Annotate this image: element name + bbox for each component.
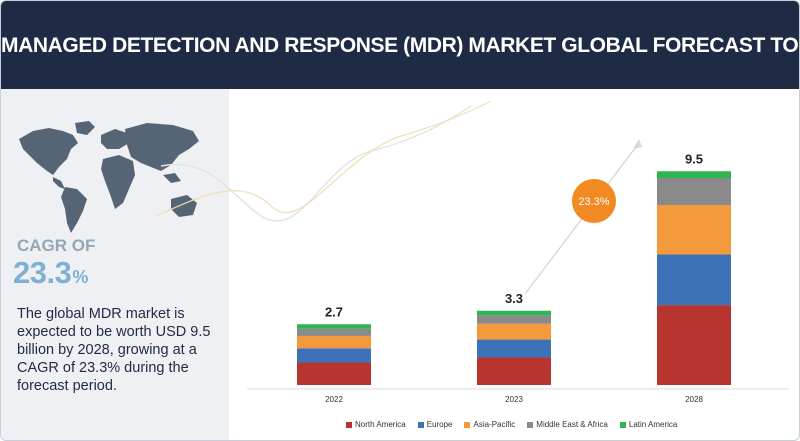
legend-swatch [527, 421, 534, 428]
cagr-label: CAGR OF [17, 236, 96, 255]
x-tick-label-2022: 2022 [325, 395, 343, 404]
bar-segment-2022-europe [297, 348, 371, 363]
legend-item-north-america: North America [346, 420, 406, 429]
bar-segment-2023-europe [477, 339, 551, 358]
legend-label: Asia-Pacific [473, 420, 516, 429]
legend-label: Latin America [628, 420, 678, 429]
x-tick-label-2028: 2028 [685, 395, 703, 404]
bar-segment-2023-north-america [477, 357, 551, 385]
europe-shape [101, 129, 129, 149]
legend-label: North America [355, 420, 406, 429]
cagr-value: 23.3 [13, 255, 72, 290]
legend-swatch [346, 421, 352, 428]
total-label-2023: 3.3 [505, 291, 523, 306]
bar-segment-2023-middle-east-africa [477, 315, 551, 324]
cagr-unit: % [72, 267, 88, 287]
total-label-2022: 2.7 [325, 304, 343, 319]
decorative-swirl [155, 100, 492, 222]
legend-item-latin-america: Latin America [619, 420, 678, 429]
africa-shape [101, 155, 135, 209]
legend-item-europe: Europe [417, 420, 453, 429]
legend-swatch [464, 421, 471, 428]
growth-badge-label: 23.3% [578, 196, 609, 208]
stacked-bar-chart: 2.7 2022 3.3 2023 9.5 2028 23.3% [247, 139, 789, 404]
legend-swatch [417, 421, 424, 428]
central-america-shape [53, 177, 65, 189]
asia-shape [125, 123, 199, 171]
bar-segment-2028-europe [657, 254, 731, 306]
cagr-value-block: 23.3% [13, 255, 88, 291]
bar-segment-2022-north-america [297, 362, 371, 385]
x-tick-label-2023: 2023 [505, 395, 523, 404]
bar-segment-2022-middle-east-africa [297, 328, 371, 336]
growth-badge: 23.3% [572, 179, 616, 223]
south-america-shape [61, 187, 87, 233]
se-asia-shape [163, 173, 181, 183]
bar-segment-2028-middle-east-africa [657, 178, 731, 205]
legend-label: Middle East & Africa [536, 420, 608, 429]
bar-segment-2028-asia-pacific [657, 205, 731, 255]
bar-segment-2023-asia-pacific [477, 323, 551, 340]
bar-segment-2028-north-america [657, 305, 731, 385]
legend-item-middle-east-africa: Middle East & Africa [527, 420, 608, 429]
legend-item-asia-pacific: Asia-Pacific [464, 420, 515, 429]
header-banner: MANAGED DETECTION AND RESPONSE (MDR) MAR… [1, 1, 799, 89]
north-america-shape [19, 128, 78, 175]
chart-legend: North America Europe Asia-Pacific Middle Ea… [346, 420, 677, 429]
bar-segment-2022-asia-pacific [297, 335, 371, 349]
page-title: MANAGED DETECTION AND RESPONSE (MDR) MAR… [1, 34, 800, 57]
total-label-2028: 9.5 [685, 151, 703, 166]
greenland-shape [75, 121, 95, 135]
legend-swatch [619, 421, 626, 428]
legend-label: Europe [426, 420, 453, 429]
growth-badge-circle [572, 179, 616, 223]
summary-text: The global MDR market is expected to be … [17, 306, 211, 394]
bar-segment-2023-latin-america [477, 310, 551, 316]
world-map-icon [19, 121, 199, 233]
bar-segment-2022-latin-america [297, 324, 371, 329]
bar-segment-2028-latin-america [657, 171, 731, 178]
